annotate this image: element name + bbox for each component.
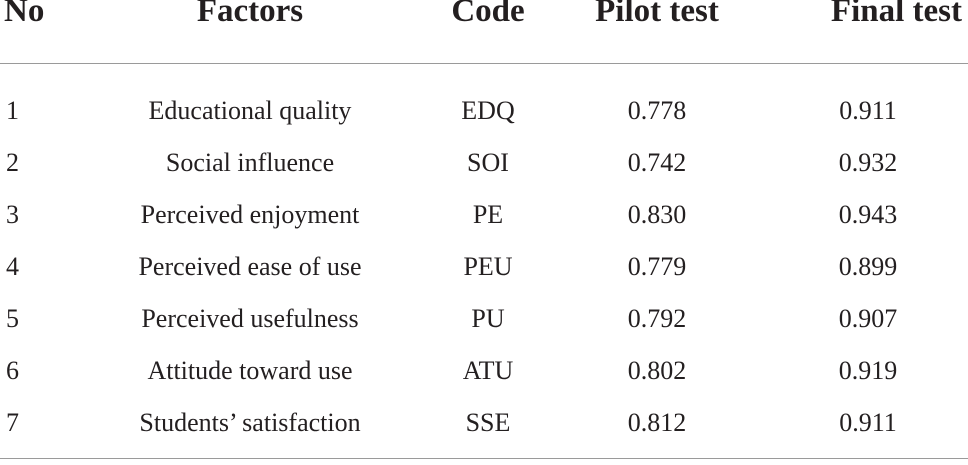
cell-no: 4 [6, 252, 19, 281]
cell-final-test: 0.932 [838, 148, 898, 177]
cell-no: 3 [6, 200, 19, 229]
cell-factor: Educational quality [148, 96, 352, 125]
cell-factor: Perceived enjoyment [140, 200, 360, 229]
header-final-test: Final test [830, 0, 962, 29]
cell-no: 2 [6, 148, 19, 177]
cell-pilot-test: 0.778 [627, 96, 687, 125]
cell-factor: Attitude toward use [147, 356, 353, 385]
cell-code: PEU [463, 252, 513, 281]
header-pilot-test: Pilot test [595, 0, 719, 29]
cell-code: SOI [467, 148, 509, 177]
header-no: No [4, 0, 45, 29]
spacer-cell [0, 64, 968, 86]
table-bottom-rule [0, 458, 968, 459]
header-code: Code [451, 0, 525, 29]
cell-factor: Students’ satisfaction [139, 408, 361, 437]
table-body: 1 Educational quality EDQ 0.778 0.911 2 … [0, 64, 968, 450]
table-row: 4 Perceived ease of use PEU 0.779 0.899 [0, 241, 968, 293]
table-row: 5 Perceived usefulness PU 0.792 0.907 [0, 293, 968, 345]
table-row: 6 Attitude toward use ATU 0.802 0.919 [0, 345, 968, 397]
cell-final-test: 0.899 [838, 252, 898, 281]
header-factors: Factors [196, 0, 304, 29]
cell-pilot-test: 0.779 [627, 252, 687, 281]
cell-final-test: 0.907 [838, 304, 898, 333]
table-row: 7 Students’ satisfaction SSE 0.812 0.911 [0, 397, 968, 449]
table-row: 1 Educational quality EDQ 0.778 0.911 [0, 85, 968, 137]
cell-factor: Social influence [165, 148, 335, 177]
body-top-spacer [0, 64, 968, 86]
cell-code: ATU [462, 356, 514, 385]
header-row: No Factors Code Pilot test Final test [0, 0, 968, 64]
cell-final-test: 0.943 [838, 200, 898, 229]
cell-code: EDQ [461, 96, 515, 125]
cell-no: 6 [6, 356, 19, 385]
table-header: No Factors Code Pilot test Final test [0, 0, 968, 64]
cell-pilot-test: 0.792 [627, 304, 687, 333]
table-row: 2 Social influence SOI 0.742 0.932 [0, 137, 968, 189]
cell-code: PE [472, 200, 504, 229]
cell-pilot-test: 0.830 [627, 200, 687, 229]
cell-final-test: 0.911 [839, 96, 897, 125]
cell-code: PU [471, 304, 505, 333]
cell-no: 7 [6, 408, 19, 437]
cell-no: 5 [6, 304, 19, 333]
cell-final-test: 0.919 [838, 356, 898, 385]
cell-factor: Perceived ease of use [138, 252, 362, 281]
reliability-table: No Factors Code Pilot test Final test 1 … [0, 0, 968, 450]
table-row: 3 Perceived enjoyment PE 0.830 0.943 [0, 189, 968, 241]
cell-factor: Perceived usefulness [141, 304, 359, 333]
cell-code: SSE [465, 408, 511, 437]
cell-pilot-test: 0.802 [627, 356, 687, 385]
cell-pilot-test: 0.812 [627, 408, 687, 437]
cell-no: 1 [6, 96, 19, 125]
cell-final-test: 0.911 [839, 408, 897, 437]
cell-pilot-test: 0.742 [627, 148, 687, 177]
